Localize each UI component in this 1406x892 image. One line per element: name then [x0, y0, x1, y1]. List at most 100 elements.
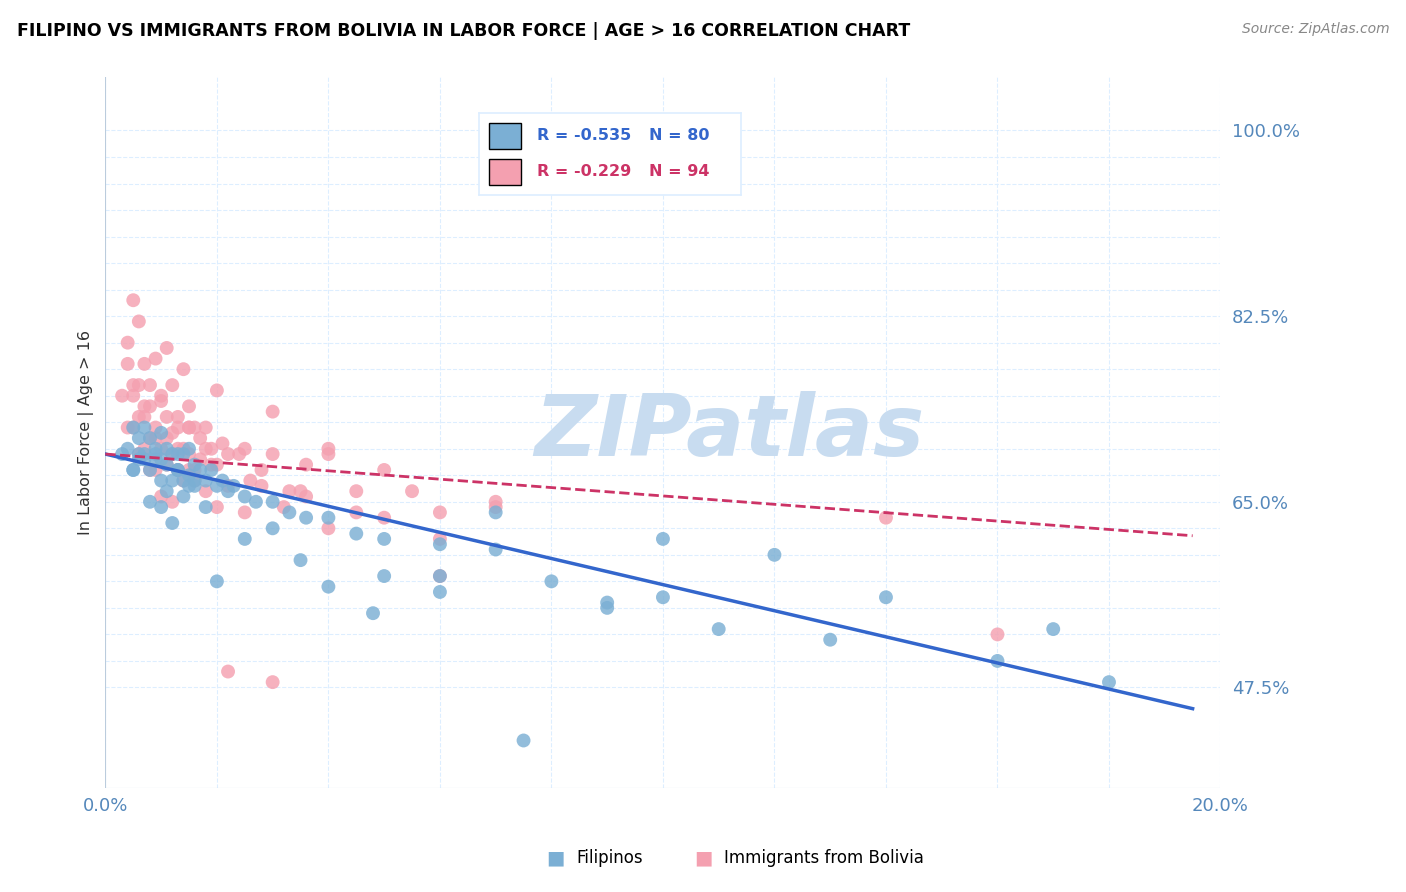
Point — [250, 479, 273, 493]
Point — [205, 384, 228, 398]
Point — [167, 442, 190, 456]
Point — [205, 479, 228, 493]
Point — [134, 409, 156, 424]
Point — [344, 484, 367, 499]
Point — [162, 447, 184, 461]
Point — [183, 458, 205, 472]
Point — [128, 452, 150, 467]
Point — [211, 474, 233, 488]
Point — [429, 585, 451, 599]
Point — [373, 532, 395, 546]
Point — [273, 500, 295, 514]
Point — [295, 510, 318, 524]
Point — [156, 409, 179, 424]
Point — [177, 442, 200, 456]
Point — [318, 521, 340, 535]
Point — [401, 484, 423, 499]
Point — [156, 341, 179, 355]
Point — [194, 420, 217, 434]
Point — [145, 442, 167, 456]
Point — [986, 627, 1008, 641]
Point — [361, 606, 384, 620]
Point — [986, 654, 1008, 668]
Point — [217, 484, 239, 499]
Point — [318, 510, 340, 524]
Point — [150, 425, 173, 440]
Point — [763, 548, 786, 562]
Point — [318, 442, 340, 456]
Point — [139, 431, 162, 445]
Point — [373, 463, 395, 477]
Point — [145, 351, 167, 366]
Point — [278, 505, 301, 519]
Point — [139, 463, 162, 477]
Point — [172, 474, 194, 488]
Point — [295, 490, 318, 504]
Point — [150, 490, 173, 504]
Point — [122, 463, 145, 477]
Point — [429, 569, 451, 583]
Point — [145, 463, 167, 477]
Point — [145, 420, 167, 434]
Point — [162, 516, 184, 530]
Point — [222, 479, 245, 493]
Point — [167, 463, 190, 477]
Point — [128, 431, 150, 445]
Point — [162, 425, 184, 440]
Point — [188, 463, 211, 477]
Point — [200, 442, 222, 456]
Point — [150, 389, 173, 403]
Point — [150, 500, 173, 514]
Point — [183, 463, 205, 477]
Point — [156, 458, 179, 472]
Point — [188, 431, 211, 445]
Point — [139, 431, 162, 445]
Point — [177, 447, 200, 461]
Point — [128, 378, 150, 392]
Point — [122, 463, 145, 477]
Point — [134, 357, 156, 371]
Point — [245, 495, 267, 509]
Point — [262, 447, 284, 461]
Point — [344, 526, 367, 541]
Point — [429, 532, 451, 546]
Point — [200, 463, 222, 477]
Point — [194, 474, 217, 488]
Point — [117, 442, 139, 456]
Point — [162, 378, 184, 392]
Point — [134, 447, 156, 461]
Point — [318, 447, 340, 461]
Point — [233, 532, 256, 546]
Point — [290, 553, 312, 567]
Point — [177, 479, 200, 493]
Point — [818, 632, 841, 647]
Point — [162, 474, 184, 488]
Point — [373, 569, 395, 583]
Point — [429, 505, 451, 519]
Point — [122, 420, 145, 434]
Point — [262, 404, 284, 418]
Point — [122, 293, 145, 308]
Point — [117, 335, 139, 350]
Point — [122, 420, 145, 434]
Point — [172, 362, 194, 376]
Text: FILIPINO VS IMMIGRANTS FROM BOLIVIA IN LABOR FORCE | AGE > 16 CORRELATION CHART: FILIPINO VS IMMIGRANTS FROM BOLIVIA IN L… — [17, 22, 910, 40]
Point — [211, 436, 233, 450]
Point — [172, 442, 194, 456]
Point — [145, 452, 167, 467]
Point — [134, 442, 156, 456]
Point — [177, 400, 200, 414]
Point — [194, 484, 217, 499]
Point — [205, 500, 228, 514]
Point — [233, 490, 256, 504]
Point — [183, 479, 205, 493]
Point — [183, 474, 205, 488]
Point — [117, 420, 139, 434]
Point — [139, 463, 162, 477]
Point — [139, 378, 162, 392]
Point — [156, 484, 179, 499]
Point — [262, 521, 284, 535]
Point — [540, 574, 562, 589]
Point — [194, 500, 217, 514]
Point — [156, 431, 179, 445]
